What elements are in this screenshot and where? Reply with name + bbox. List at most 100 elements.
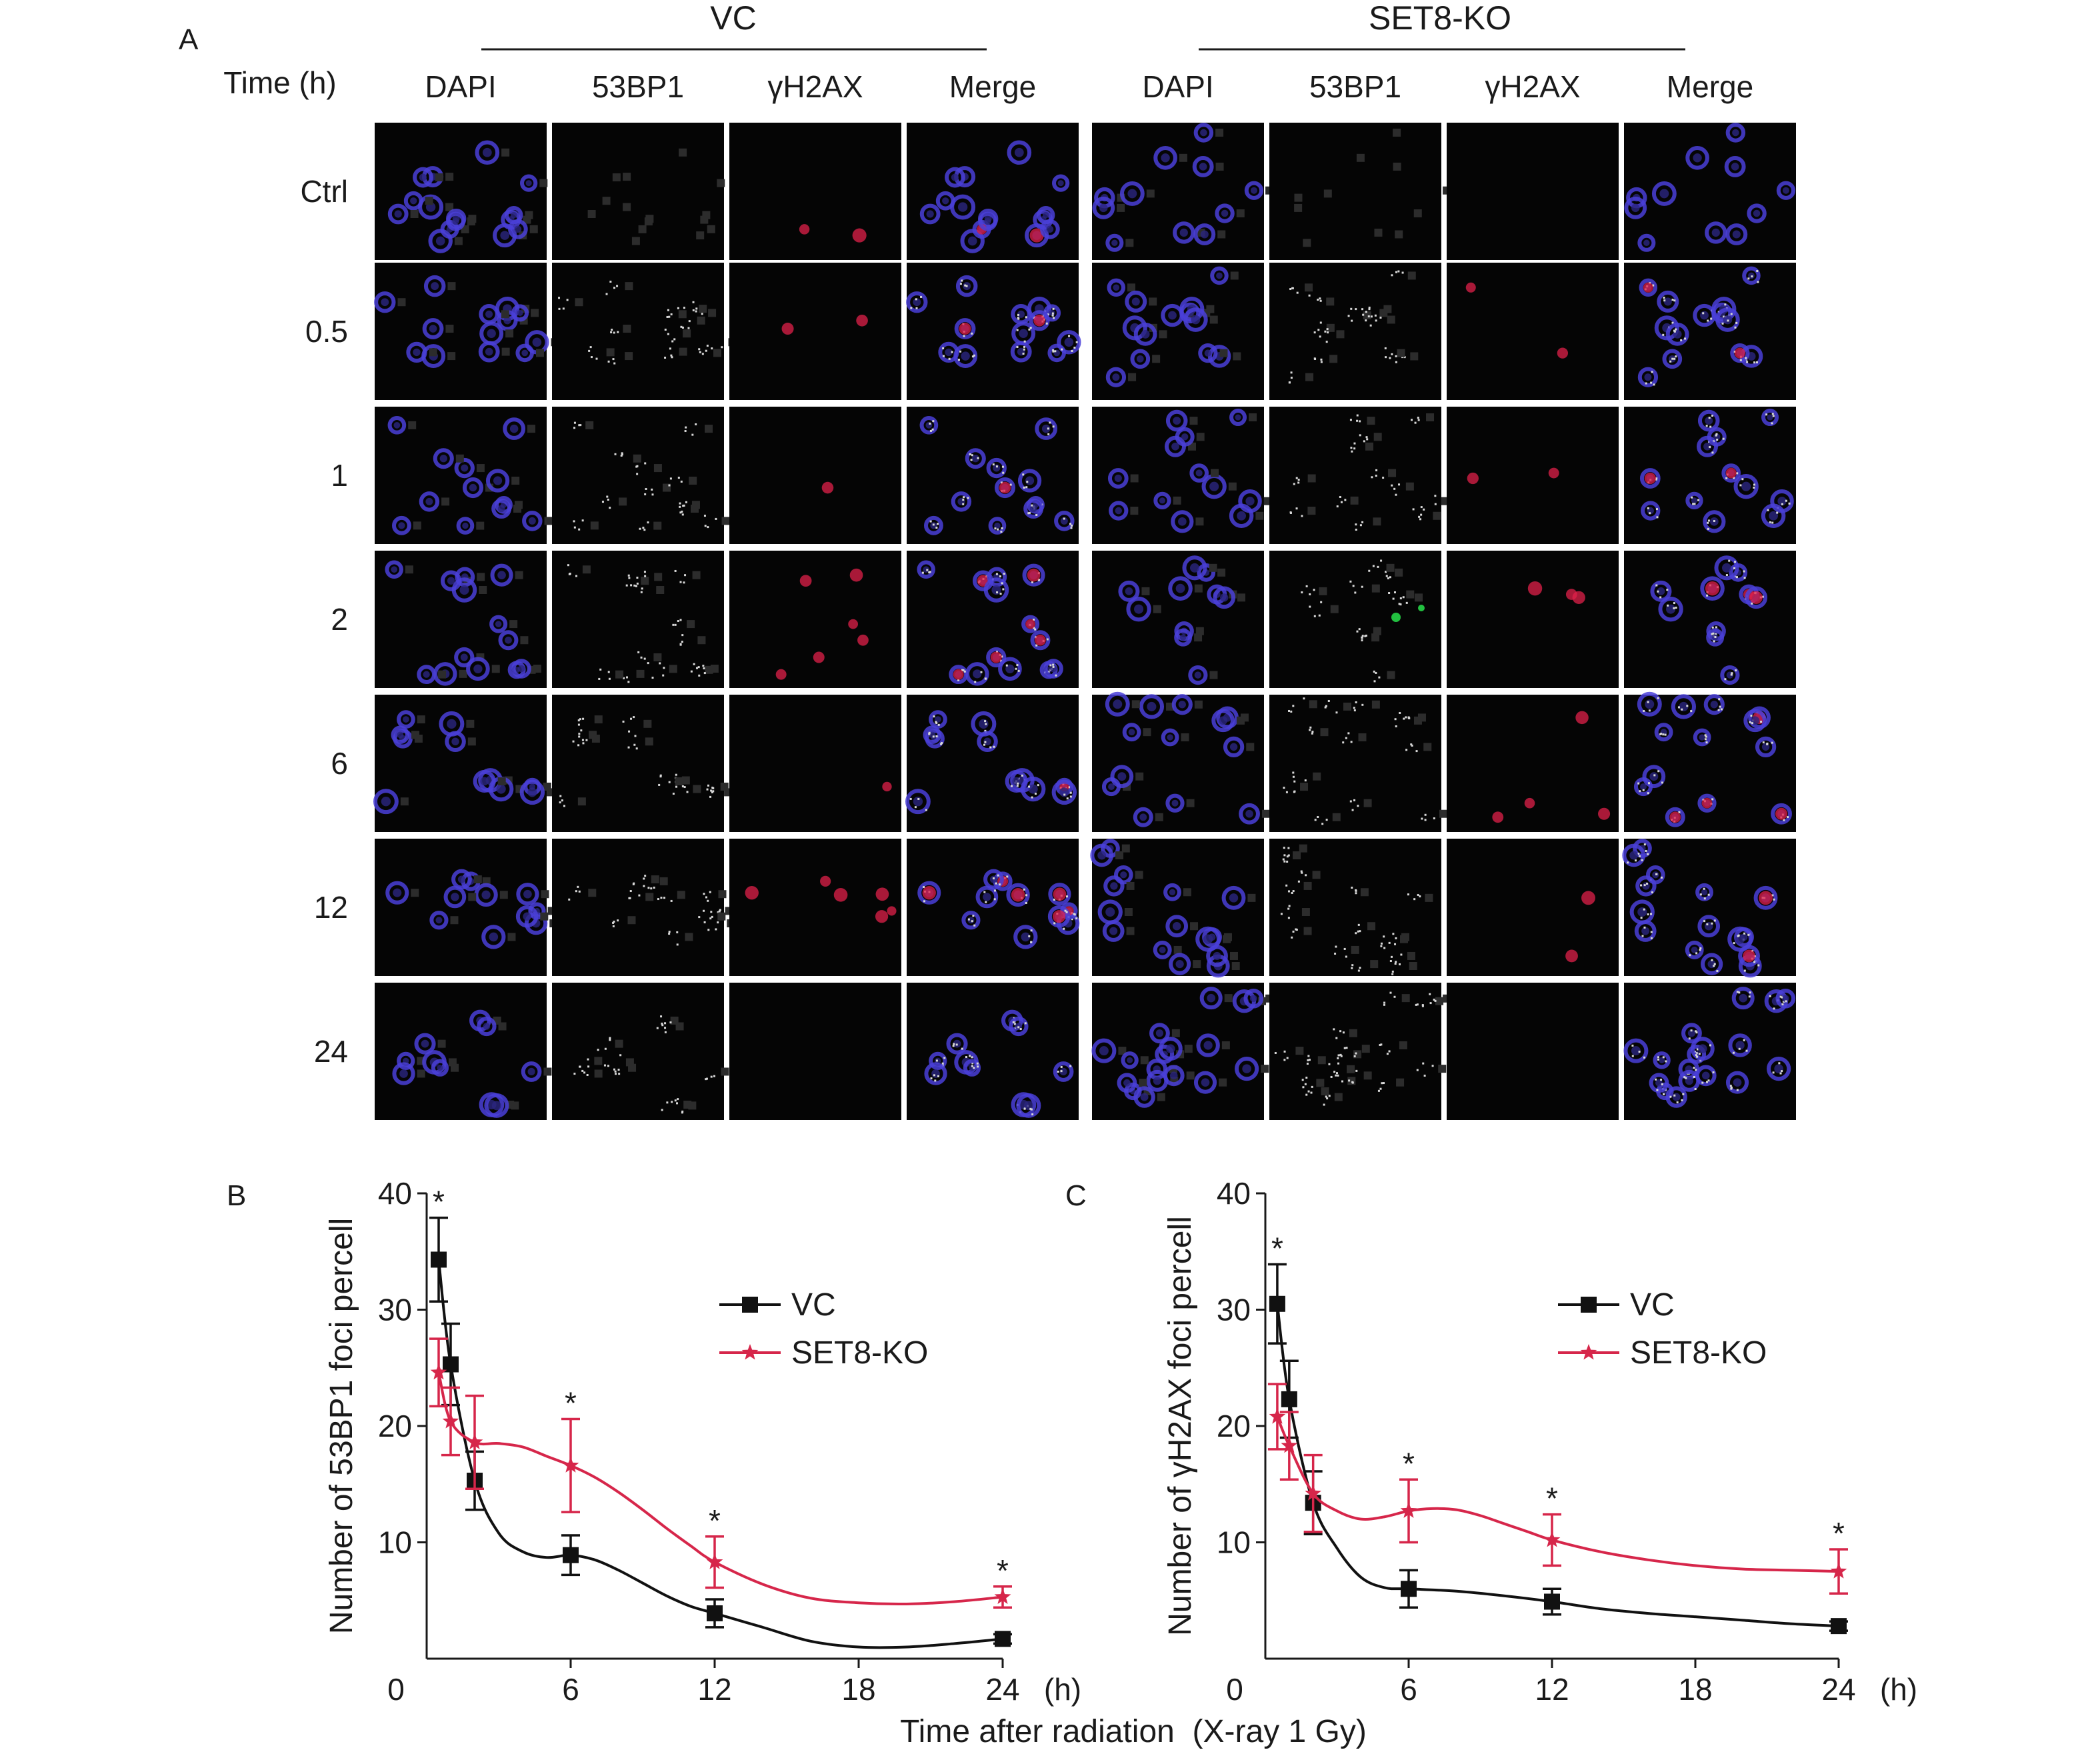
chart-c-series-vc: *	[1267, 1231, 1848, 1635]
chart-b-significance-mark: *	[709, 1503, 721, 1538]
chart-c-point-set8ko	[1830, 1563, 1847, 1579]
image-tile-vc-53bp1-12	[552, 839, 735, 976]
image-tile-vc-53bp1-2	[552, 551, 724, 688]
chart-c-x-tick-label: 12	[1535, 1672, 1569, 1707]
chart-b-y-tick-label: 40	[378, 1176, 412, 1211]
shared-x-axis-title: Time after radiation (X-ray 1 Gy)	[900, 1714, 1367, 1749]
chart-b-legend-item-vc: VC	[719, 1287, 836, 1323]
image-tile-vc-merge-1	[907, 407, 1079, 544]
image-tile-set8ko-gh2ax-2	[1447, 551, 1619, 688]
chart-b-legend-item-set8ko: SET8-KO	[719, 1335, 928, 1371]
chart-c-significance-mark: *	[1271, 1231, 1283, 1265]
chart-c-legend-item-set8ko: SET8-KO	[1558, 1335, 1767, 1371]
image-tile-vc-gh2ax-ctrl	[729, 123, 901, 260]
channel-header-set8ko-merge: Merge	[1667, 69, 1753, 104]
row-label-24: 24	[314, 1034, 348, 1069]
image-tile-vc-gh2ax-0-5	[729, 263, 901, 400]
chart-c-point-set8ko	[1305, 1485, 1321, 1501]
row-label-0-5: 0.5	[305, 314, 348, 349]
chart-c-x-unit-label: (h)	[1880, 1672, 1917, 1707]
chart-c-x-tick-label: 0	[1226, 1672, 1243, 1707]
row-label-6: 6	[331, 746, 348, 781]
chart-b-x-tick-label: 18	[841, 1672, 875, 1707]
image-tile-set8ko-dapi-6	[1092, 691, 1270, 832]
chart-c-legend-label-vc: VC	[1630, 1287, 1675, 1323]
chart-c-point-vc	[1269, 1295, 1285, 1312]
chart-c-series-set8ko: * * *	[1267, 1383, 1848, 1595]
image-tile-vc-gh2ax-2	[729, 551, 901, 688]
image-tile-vc-merge-24	[907, 983, 1079, 1120]
image-tile-set8ko-53bp1-6	[1269, 695, 1447, 832]
image-tile-set8ko-53bp1-12	[1269, 839, 1441, 976]
chart-c-x-tick-label: 6	[1400, 1672, 1417, 1707]
image-tile-vc-53bp1-1	[552, 407, 730, 544]
image-tile-vc-gh2ax-12	[729, 839, 901, 976]
image-tile-vc-dapi-12	[375, 839, 558, 976]
channel-header-vc-dapi: DAPI	[425, 69, 496, 104]
chart-c-y-tick-label: 30	[1217, 1293, 1251, 1327]
chart-b-point-vc	[563, 1547, 579, 1563]
image-tile-set8ko-dapi-ctrl	[1092, 123, 1274, 260]
row-label-ctrl: Ctrl	[300, 174, 348, 209]
chart-c-line-set8ko	[1276, 1416, 1839, 1573]
chart-b-series-set8ko: * * *	[429, 1337, 1012, 1609]
image-tile-vc-53bp1-0-5	[552, 263, 737, 400]
chart-b-line-set8ko	[437, 1372, 1003, 1606]
chart-b-panel-label: B	[227, 1179, 246, 1212]
row-label-12: 12	[314, 890, 348, 925]
chart-c-panel-label: C	[1065, 1179, 1087, 1212]
chart-c-y-tick-label: 10	[1217, 1525, 1251, 1560]
chart-c-y-tick-label: 40	[1217, 1176, 1251, 1211]
image-tile-vc-gh2ax-1	[729, 407, 901, 544]
row-label-2: 2	[331, 602, 348, 637]
image-tile-vc-merge-12	[907, 839, 1080, 976]
chart-c-point-vc	[1401, 1581, 1417, 1597]
chart-b-y-axis-title: Number of 53BP1 foci percell	[324, 1218, 359, 1634]
chart-b-plot: B 10 20 30 40 0 6 12 18 24 (h) Number of 53BP1 foci…	[227, 1176, 1081, 1707]
image-tile-set8ko-gh2ax-24	[1447, 983, 1619, 1120]
channel-header-set8ko-h2ax: γH2AX	[1485, 69, 1580, 104]
chart-b-significance-mark: *	[997, 1553, 1009, 1588]
chart-b-significance-mark: *	[433, 1185, 445, 1219]
chart-c-significance-mark: *	[1403, 1446, 1415, 1481]
chart-c-significance-mark: *	[1833, 1516, 1845, 1551]
chart-c-x-tick-label: 18	[1678, 1672, 1712, 1707]
image-tile-set8ko-merge-1	[1624, 407, 1796, 544]
chart-c-y-tick-label: 20	[1217, 1409, 1251, 1443]
image-tile-set8ko-dapi-1	[1092, 407, 1272, 544]
image-tile-set8ko-gh2ax-6	[1447, 695, 1619, 832]
chart-c-point-set8ko	[1400, 1502, 1417, 1518]
image-tile-set8ko-merge-24	[1623, 983, 1796, 1120]
chart-b-x-tick-label: 24	[985, 1672, 1019, 1707]
panel-a-label: A	[179, 23, 199, 56]
chart-c-y-axis-title: Number of γH2AX foci percell	[1163, 1216, 1198, 1636]
chart-c-point-set8ko	[1269, 1408, 1286, 1424]
group-label-vc: VC	[710, 0, 756, 37]
image-tile-set8ko-dapi-24	[1091, 983, 1274, 1120]
chart-c-point-vc	[1831, 1618, 1847, 1635]
image-tile-set8ko-53bp1-ctrl	[1269, 123, 1451, 260]
image-tile-set8ko-merge-0-5	[1624, 263, 1796, 400]
channel-header-set8ko-53bp1: 53BP1	[1309, 69, 1401, 104]
chart-b-point-vc	[707, 1605, 723, 1621]
image-tile-vc-dapi-ctrl	[375, 123, 548, 260]
image-tile-vc-gh2ax-24	[729, 983, 901, 1120]
panel-a-microscopy-grid: A Time (h) VC SET8-KO DAPI 53BP1 γH2AX Merg…	[179, 0, 1796, 1120]
image-tile-set8ko-gh2ax-12	[1447, 839, 1619, 976]
image-tile-set8ko-53bp1-1	[1269, 407, 1449, 544]
chart-b-series-vc: *	[429, 1185, 1012, 1649]
image-tile-vc-dapi-0-5	[374, 263, 559, 400]
image-tile-set8ko-gh2ax-ctrl	[1447, 123, 1619, 260]
chart-c-point-vc	[1281, 1391, 1297, 1407]
chart-b-point-set8ko	[442, 1413, 459, 1429]
chart-b-point-vc	[431, 1251, 447, 1268]
image-tile-set8ko-merge-2	[1624, 551, 1796, 688]
chart-b-point-set8ko	[706, 1553, 723, 1569]
image-tile-set8ko-merge-ctrl	[1624, 123, 1796, 260]
image-tile-vc-merge-2	[907, 551, 1079, 688]
chart-b-point-vc	[467, 1473, 483, 1489]
chart-b-x-unit-label: (h)	[1044, 1672, 1081, 1707]
image-tile-vc-dapi-6	[373, 695, 555, 832]
group-label-set8ko: SET8-KO	[1369, 0, 1511, 37]
chart-c-point-vc	[1544, 1593, 1560, 1610]
